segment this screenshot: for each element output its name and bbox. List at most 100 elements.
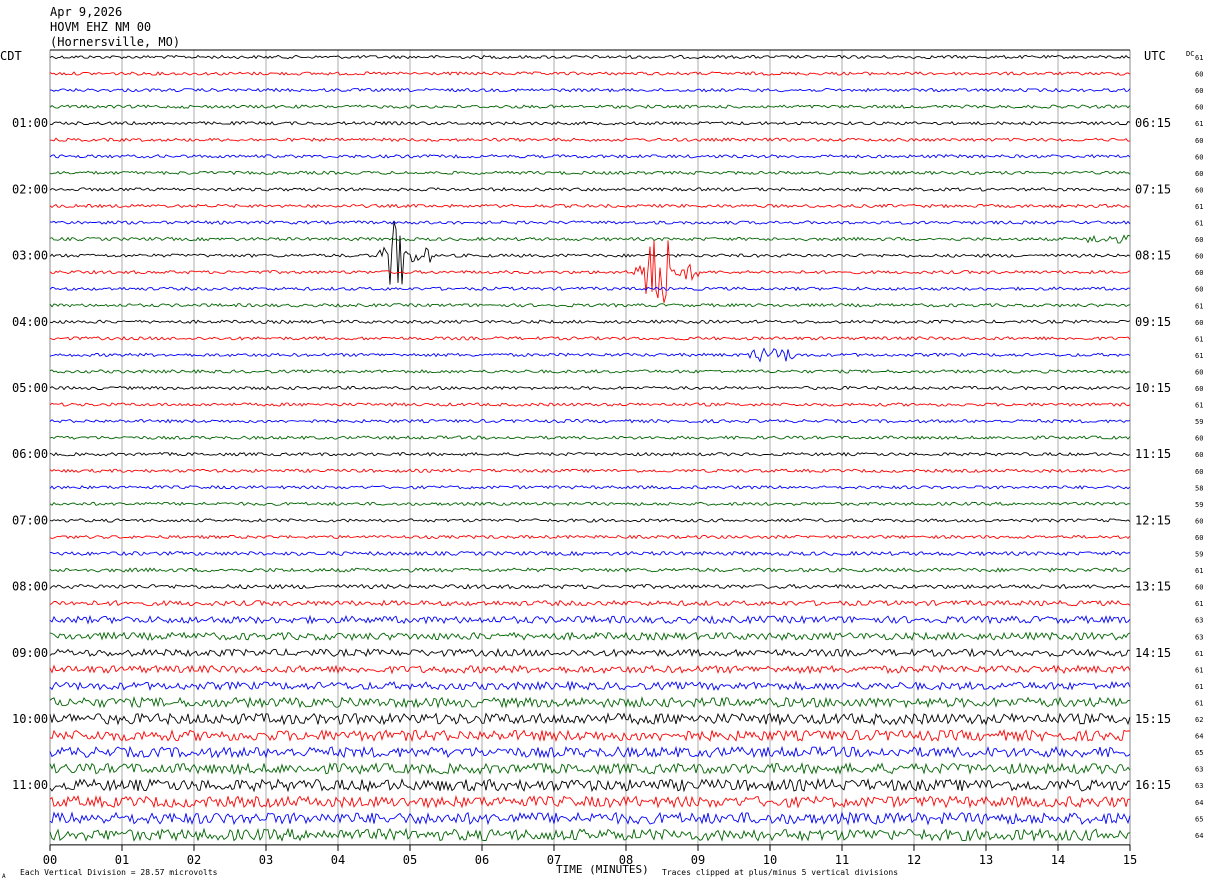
x-axis-title: TIME (MINUTES) [556,863,649,876]
left-hour-label: 08:00 [12,580,48,594]
dc-value: 64 [1195,733,1203,741]
dc-value: 62 [1195,716,1203,724]
trace-black [49,777,1131,793]
dc-value: 60 [1195,584,1203,592]
date-label: Apr 9,2026 [50,5,122,19]
x-tick-label: 13 [979,853,993,867]
dc-value: 60 [1195,104,1203,112]
dc-value: 60 [1195,468,1203,476]
left-hour-label: 10:00 [12,712,48,726]
clip-note: Traces clipped at plus/minus 5 vertical … [662,868,898,877]
trace-red [49,599,1131,607]
time-grid [49,49,1131,846]
trace-red [49,402,1131,407]
trace-blue [49,153,1131,159]
trace-black [49,120,1131,126]
dc-value: 64 [1195,832,1203,840]
x-tick-label: 04 [331,853,345,867]
dc-value: 61 [1195,699,1203,707]
trace-red [49,71,1131,76]
trace-green [49,104,1131,109]
dc-value: 61 [1195,120,1203,128]
trace-green [49,827,1131,842]
dc-value: 60 [1195,87,1203,95]
trace-blue [49,418,1131,424]
left-hour-label: 09:00 [12,646,48,660]
x-tick-label: 14 [1051,853,1065,867]
dc-value: 61 [1195,220,1203,228]
x-tick-label: 00 [43,853,57,867]
right-hour-labels: 06:15 07:15 08:15 09:15 10:15 11:15 12:15 13:15… [1135,116,1171,792]
left-hour-label: 02:00 [12,182,48,196]
x-tick-label: 15 [1123,853,1137,867]
trace-blue [49,87,1131,93]
dc-value: 60 [1195,236,1203,244]
dc-value: 63 [1195,782,1203,790]
dc-value: 59 [1195,551,1203,559]
trace-black [49,54,1131,60]
trace-black [49,187,1131,192]
trace-green [49,170,1131,176]
dc-value: 60 [1195,71,1203,79]
trace-green [49,501,1131,507]
trace-blue [49,484,1131,490]
x-tick-label: 08 [619,853,633,867]
dc-value: 61 [1195,402,1203,410]
left-hour-label: 11:00 [12,778,48,792]
trace-black [49,385,1131,391]
dc-value: 60 [1195,517,1203,525]
trace-green [49,234,1131,244]
trace-blue [49,286,1131,292]
left-hour-label: 04:00 [12,315,48,329]
dc-value: 63 [1195,633,1203,641]
trace-blue [49,745,1131,759]
x-tick-label: 02 [187,853,201,867]
x-tick-label: 11 [835,853,849,867]
trace-red [49,335,1131,341]
dc-value: 60 [1195,534,1203,542]
dc-value: 64 [1195,799,1203,807]
seismic-traces [49,54,1131,842]
trace-green [49,695,1131,709]
dc-value: 60 [1195,385,1203,393]
x-tick-label: 01 [115,853,129,867]
x-tick-label: 10 [763,853,777,867]
dc-value: 61 [1195,683,1203,691]
trace-red [49,203,1130,209]
trace-black [49,451,1131,457]
trace-blue [49,680,1131,692]
dc-value: 61 [1195,302,1203,310]
dc-value: 60 [1195,153,1203,161]
x-tick-label: 07 [547,853,561,867]
corner-mark: A [2,873,6,880]
trace-red [49,664,1131,675]
trace-black [49,221,1131,285]
trace-green [49,435,1131,440]
left-hour-label: 06:00 [12,447,48,461]
dc-value: 60 [1195,286,1203,294]
left-hour-label: 05:00 [12,381,48,395]
dc-value: 61 [1195,567,1203,575]
right-hour-label: 13:15 [1135,580,1171,594]
left-hour-label: 07:00 [12,513,48,527]
dc-value: 61 [1195,335,1203,343]
dc-value: 60 [1195,435,1203,443]
x-tick-label: 09 [691,853,705,867]
dc-value: 60 [1195,253,1203,261]
trace-red [49,728,1130,743]
dc-value: 63 [1195,617,1203,625]
dc-value: 60 [1195,137,1203,145]
dc-offset-values: 61 60 60 60 61 60 60 60 60 61 61 60 60 60 60 61 60 61 61 60… [1195,54,1203,840]
dc-value: 59 [1195,501,1203,509]
station-label: HOVM EHZ NM 00 [50,20,151,34]
dc-value: 61 [1195,54,1203,62]
trace-red [49,137,1131,143]
dc-value: 60 [1195,186,1203,194]
dc-value: 61 [1195,600,1203,608]
trace-black [49,319,1131,325]
dc-value: 61 [1195,352,1203,360]
trace-blue [49,811,1131,826]
trace-blue [49,347,1131,363]
right-timezone-label: UTC [1144,49,1166,63]
